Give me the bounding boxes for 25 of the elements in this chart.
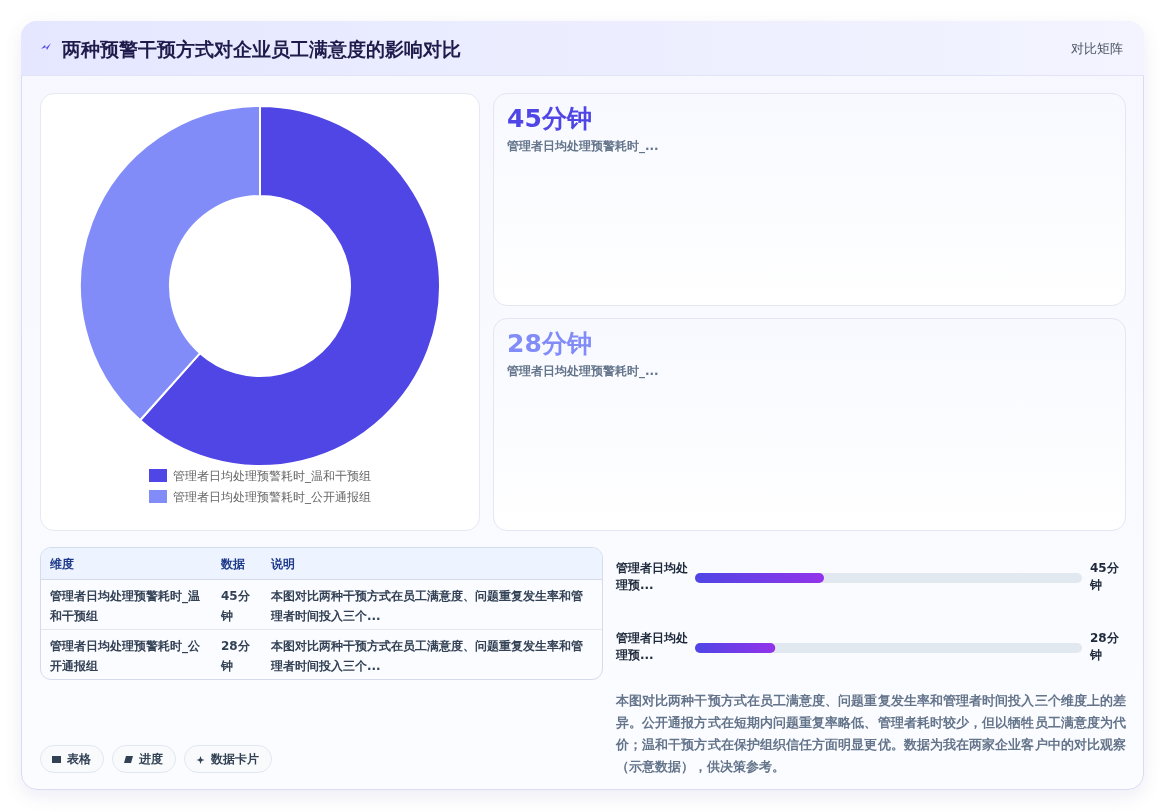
- text: 管理者日均处理预警耗时_公开通报组: [50, 638, 201, 675]
- text: 45分钟: [221, 588, 251, 625]
- text: 本图对比两种干预方式在员工满意度、问题重复发生率和管理者时间投入三个维度上的差异。公开通报方式在短期内问题重复率略低、管理者耗时较少，但以牺牲员工满意度为代价；温和干预方式在保护组织信任方面明显更优。数据为我在两家企业客户中的对比观察（示意数据），供决策参考。: [616, 692, 1126, 776]
- text: 管理者日均处理预警耗时_...: [507, 138, 660, 154]
- text: 管理者日均处理预警耗时_...: [507, 363, 660, 379]
- text: 说明: [271, 556, 296, 573]
- text: 进度: [112, 745, 176, 773]
- data-label: 28分钟: [1090, 630, 1120, 664]
- text: 28分钟: [507, 328, 593, 360]
- text: 两种预警干预方式对企业员工满意度的影响对比: [62, 37, 462, 62]
- text: 数据: [221, 556, 246, 573]
- text: 数据卡片: [184, 745, 272, 773]
- text: 维度: [50, 556, 75, 573]
- y-tick-label: 管理者日均处理预...: [616, 560, 689, 594]
- legend-label: 管理者日均处理预警耗时_公开通报组: [173, 489, 372, 506]
- text: 45分钟: [507, 103, 593, 135]
- y-tick-label: 管理者日均处理预...: [616, 630, 689, 664]
- text: 本图对比两种干预方式在员工满意度、问题重复发生率和管理者时间投入三个...: [271, 638, 584, 675]
- text: 28分钟: [221, 638, 251, 675]
- text: 表格: [40, 745, 104, 773]
- legend-label: 管理者日均处理预警耗时_温和干预组: [173, 468, 372, 485]
- data-label: 45分钟: [1090, 560, 1120, 594]
- text: 对比矩阵: [1071, 40, 1123, 58]
- text: 本图对比两种干预方式在员工满意度、问题重复发生率和管理者时间投入三个...: [271, 588, 584, 625]
- text: 管理者日均处理预警耗时_温和干预组: [50, 588, 201, 625]
